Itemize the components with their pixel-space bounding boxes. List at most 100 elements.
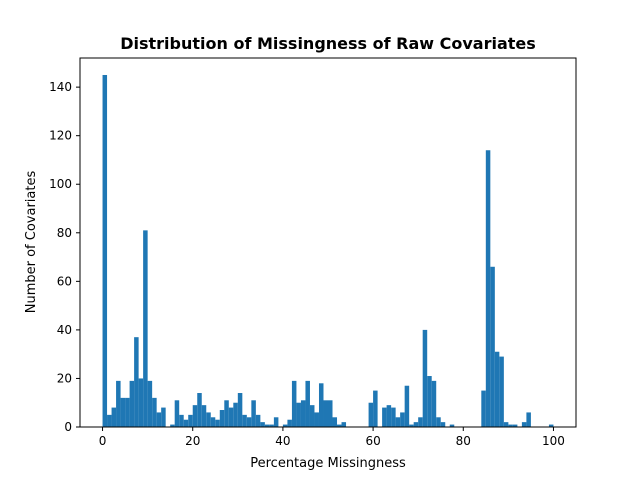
histogram-bar — [111, 407, 117, 427]
y-tick-label: 40 — [57, 323, 72, 337]
y-tick-label: 100 — [49, 177, 72, 191]
histogram-bar — [138, 378, 144, 427]
histogram-bar — [305, 380, 310, 427]
histogram-bar — [427, 376, 432, 427]
histogram-bar — [228, 407, 234, 427]
histogram-bar — [485, 150, 491, 427]
x-tick-label: 80 — [456, 434, 471, 448]
histogram-bar — [237, 393, 243, 427]
histogram-bar — [341, 422, 347, 427]
histogram-bar — [512, 424, 518, 427]
y-tick-label: 0 — [64, 420, 72, 434]
histogram-bar — [391, 407, 396, 427]
histogram-bar — [548, 424, 554, 427]
histogram-bar — [152, 397, 157, 427]
histogram-bar — [255, 414, 261, 427]
bars-layer — [102, 74, 554, 428]
histogram-bar — [400, 412, 405, 427]
histogram-bar — [269, 424, 274, 427]
histogram-bar — [210, 417, 216, 427]
histogram-bar — [215, 419, 220, 427]
histogram-bar — [174, 400, 180, 427]
histogram-bar — [332, 417, 338, 427]
histogram-bar — [282, 424, 288, 427]
histogram-bar — [328, 400, 333, 427]
histogram-bar — [120, 397, 126, 427]
histogram-bar — [481, 390, 486, 427]
histogram-bar — [291, 380, 297, 427]
histogram-bar — [314, 412, 319, 427]
y-tick-label: 20 — [57, 371, 72, 385]
histogram-bar — [490, 266, 495, 427]
histogram-bar — [422, 329, 428, 427]
histogram-bar — [156, 412, 162, 427]
histogram-bar — [404, 385, 410, 427]
y-tick-label: 60 — [57, 274, 72, 288]
histogram-bar — [188, 414, 193, 427]
histogram-bar — [368, 402, 374, 427]
histogram-bar — [264, 424, 270, 427]
histogram-bar — [508, 424, 513, 427]
histogram-bar — [526, 412, 531, 427]
histogram-bar — [197, 393, 202, 427]
histogram-bar — [436, 417, 441, 427]
histogram-bar — [143, 230, 148, 427]
histogram-bar — [129, 380, 135, 427]
histogram-bar — [309, 405, 315, 427]
y-tick-label: 120 — [49, 129, 72, 143]
histogram-bar — [431, 380, 437, 427]
y-tick-label: 80 — [57, 226, 72, 240]
histogram-bar — [449, 424, 455, 427]
histogram-bar — [134, 337, 139, 427]
histogram-bar — [170, 424, 175, 427]
histogram-bar — [116, 380, 121, 427]
chart-title: Distribution of Missingness of Raw Covar… — [120, 34, 536, 53]
histogram-bar — [300, 400, 306, 427]
histogram-bar — [260, 422, 265, 427]
histogram-bar — [107, 414, 112, 427]
histogram-bar — [242, 414, 247, 427]
histogram-bar — [125, 397, 130, 427]
histogram-bar — [161, 407, 166, 427]
histogram-bar — [201, 405, 207, 427]
x-tick-label: 100 — [542, 434, 565, 448]
histogram-bar — [337, 424, 342, 427]
x-tick-label: 20 — [185, 434, 200, 448]
x-tick-label: 60 — [365, 434, 380, 448]
plot-frame — [79, 57, 577, 428]
histogram-bar — [494, 351, 500, 427]
histogram-bar — [373, 390, 378, 427]
x-tick-label: 0 — [99, 434, 107, 448]
histogram-bar — [206, 412, 211, 427]
histogram-bar — [409, 424, 414, 427]
histogram-bar — [147, 380, 153, 427]
histogram-bar — [179, 414, 184, 427]
histogram-bar — [440, 422, 446, 427]
histogram-bar — [521, 422, 527, 427]
histogram-bar — [219, 410, 225, 427]
histogram-bar — [192, 405, 198, 427]
y-axis-ticks: 0 20 40 60 80 100 120 140 — [49, 80, 80, 434]
x-axis-label: Percentage Missingness — [250, 456, 406, 471]
histogram-bar — [102, 74, 108, 428]
y-tick-label: 140 — [49, 80, 72, 94]
histogram-bar — [224, 400, 229, 427]
histogram-bar — [395, 417, 401, 427]
histogram-bar — [246, 417, 252, 427]
histogram-bar — [296, 402, 301, 427]
x-tick-label: 40 — [275, 434, 290, 448]
histogram-bar — [413, 422, 419, 427]
histogram-bar — [323, 400, 328, 427]
y-axis-label: Number of Covariates — [24, 171, 39, 314]
histogram-bar — [418, 417, 423, 427]
histogram-bar — [382, 407, 387, 427]
x-axis-ticks: 0 20 40 60 80 100 — [99, 427, 565, 448]
histogram-bar — [499, 356, 504, 427]
histogram-bar — [386, 405, 392, 427]
histogram-bar — [183, 419, 189, 427]
histogram-bar — [503, 422, 509, 427]
histogram-bar — [318, 383, 324, 427]
histogram-bar — [287, 419, 292, 427]
